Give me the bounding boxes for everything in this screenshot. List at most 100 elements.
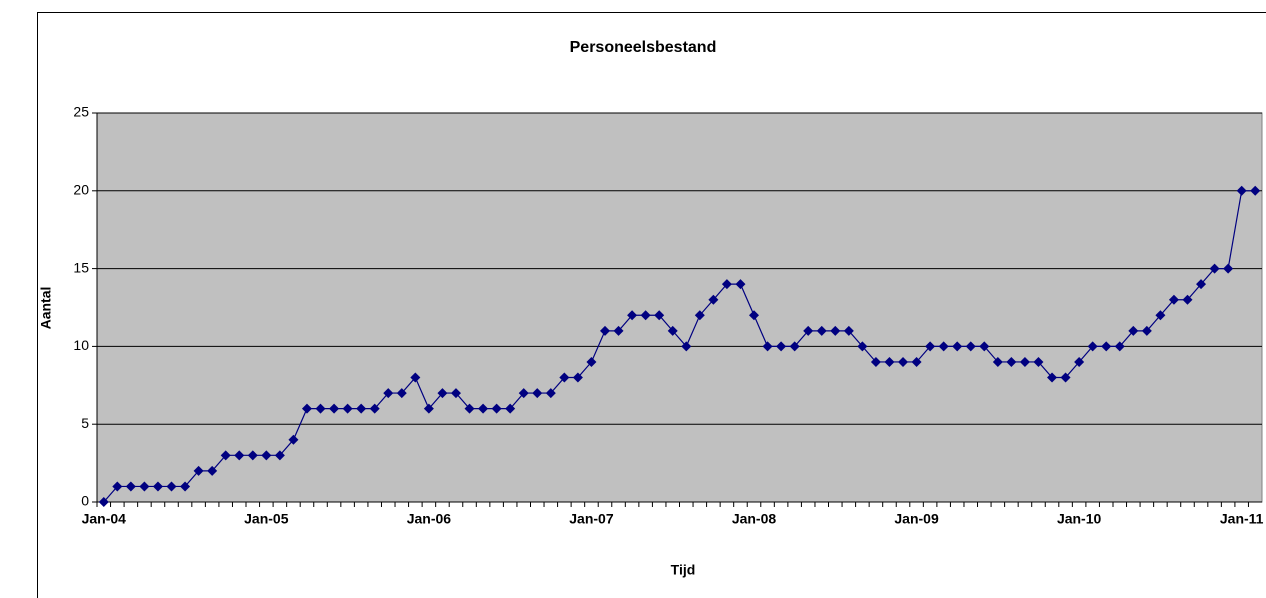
data-point <box>166 481 177 492</box>
data-point <box>383 388 394 399</box>
data-point <box>559 372 570 383</box>
data-point <box>1196 279 1207 290</box>
data-point <box>518 388 529 399</box>
x-axis-label: Tijd <box>671 562 696 578</box>
data-point <box>857 341 868 352</box>
data-point <box>667 325 678 336</box>
data-point <box>1047 372 1058 383</box>
data-point <box>369 403 380 414</box>
data-point <box>992 356 1003 367</box>
data-point <box>1006 356 1017 367</box>
data-point <box>261 450 272 461</box>
data-point <box>356 403 367 414</box>
data-point <box>749 310 760 321</box>
x-tick-label: Jan-04 <box>82 511 127 527</box>
data-point <box>654 310 665 321</box>
data-point <box>112 481 123 492</box>
data-point <box>152 481 163 492</box>
data-point <box>1060 372 1071 383</box>
data-point <box>1141 325 1152 336</box>
data-point <box>396 388 407 399</box>
data-point <box>681 341 692 352</box>
data-point <box>627 310 638 321</box>
data-point <box>410 372 421 383</box>
data-point <box>708 294 719 305</box>
data-point <box>925 341 936 352</box>
plot-area <box>96 112 1263 503</box>
data-point <box>884 356 895 367</box>
data-point <box>1223 263 1234 274</box>
y-tick-label: 25 <box>73 104 89 120</box>
x-tick-label: Jan-07 <box>569 511 614 527</box>
data-point <box>1155 310 1166 321</box>
data-point <box>572 372 583 383</box>
data-point <box>274 450 285 461</box>
data-point <box>1114 341 1125 352</box>
data-point <box>599 325 610 336</box>
data-point <box>898 356 909 367</box>
data-point <box>640 310 651 321</box>
data-point <box>1250 185 1261 196</box>
data-point <box>1168 294 1179 305</box>
data-point <box>193 465 204 476</box>
data-point <box>1182 294 1193 305</box>
y-tick-label: 0 <box>81 493 89 509</box>
data-point <box>125 481 136 492</box>
data-point <box>180 481 191 492</box>
data-point <box>965 341 976 352</box>
data-point <box>207 465 218 476</box>
data-point <box>491 403 502 414</box>
x-tick-label: Jan-08 <box>732 511 777 527</box>
x-tick-label: Jan-11 <box>1220 511 1264 527</box>
data-point <box>1087 341 1098 352</box>
data-point <box>532 388 543 399</box>
data-point <box>979 341 990 352</box>
x-tick-label: Jan-06 <box>407 511 452 527</box>
data-point <box>1128 325 1139 336</box>
data-point <box>98 497 109 507</box>
y-tick-label: 10 <box>73 337 89 353</box>
data-point <box>721 279 732 290</box>
data-point <box>220 450 231 461</box>
data-point <box>1074 356 1085 367</box>
x-tick-label: Jan-09 <box>894 511 939 527</box>
data-point <box>735 279 746 290</box>
data-point <box>315 403 326 414</box>
data-point <box>776 341 787 352</box>
data-point <box>545 388 556 399</box>
data-point <box>1209 263 1220 274</box>
data-point <box>1101 341 1112 352</box>
data-point <box>329 403 340 414</box>
data-point <box>342 403 353 414</box>
data-point <box>613 325 624 336</box>
data-point <box>464 403 475 414</box>
data-point <box>505 403 516 414</box>
x-tick-label: Jan-05 <box>244 511 289 527</box>
x-tick-label: Jan-10 <box>1057 511 1102 527</box>
data-point <box>870 356 881 367</box>
y-tick-label: 15 <box>73 259 89 275</box>
data-point <box>1236 185 1247 196</box>
data-point <box>694 310 705 321</box>
data-point <box>301 403 312 414</box>
y-axis-label: Aantal <box>38 287 54 330</box>
data-point <box>247 450 258 461</box>
data-point <box>1033 356 1044 367</box>
data-point <box>423 403 434 414</box>
data-point <box>803 325 814 336</box>
data-point <box>478 403 489 414</box>
data-point <box>450 388 461 399</box>
data-point <box>938 341 949 352</box>
data-point <box>288 434 299 445</box>
data-point <box>437 388 448 399</box>
y-tick-label: 20 <box>73 182 89 198</box>
data-point <box>952 341 963 352</box>
data-point <box>139 481 150 492</box>
data-point <box>789 341 800 352</box>
data-point <box>816 325 827 336</box>
chart-title: Personeelsbestand <box>570 39 717 56</box>
y-tick-label: 5 <box>81 415 89 431</box>
data-point <box>843 325 854 336</box>
data-point <box>1019 356 1030 367</box>
